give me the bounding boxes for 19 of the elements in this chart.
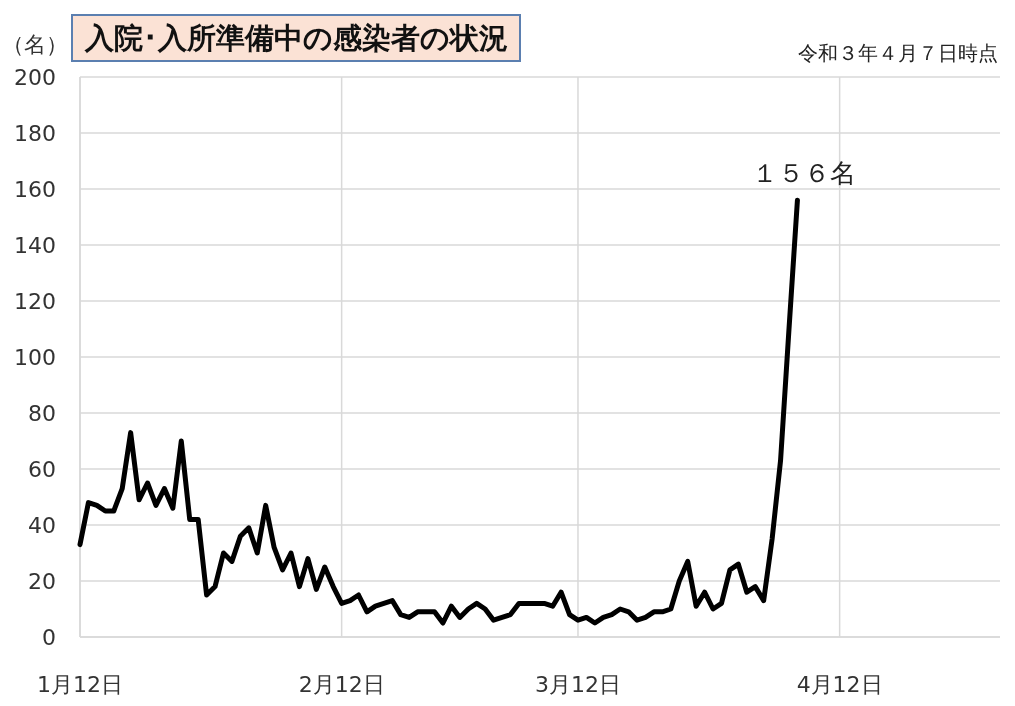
annotation: １５６名	[752, 158, 857, 189]
chart-title: 入院･入所準備中の感染者の状況	[84, 21, 508, 55]
y-tick-label: 200	[14, 65, 56, 90]
y-tick-label: 20	[28, 569, 56, 594]
x-tick-label: 3月12日	[534, 672, 621, 697]
y-tick-label: 180	[14, 121, 56, 146]
x-tick-label: 2月12日	[298, 672, 385, 697]
y-tick-label: 140	[14, 233, 56, 258]
y-tick-label: 60	[28, 457, 56, 482]
y-axis-title: （名）	[2, 32, 68, 57]
y-tick-label: 80	[28, 401, 56, 426]
y-tick-label: 0	[42, 625, 56, 650]
x-tick-label: 1月12日	[37, 672, 123, 697]
y-tick-label: 120	[14, 289, 56, 314]
y-tick-label: 40	[28, 513, 56, 538]
y-tick-label: 100	[14, 345, 56, 370]
chart-subtitle: 令和３年４月７日時点	[798, 41, 998, 65]
y-tick-label: 160	[14, 177, 56, 202]
x-tick-label: 4月12日	[796, 672, 883, 697]
